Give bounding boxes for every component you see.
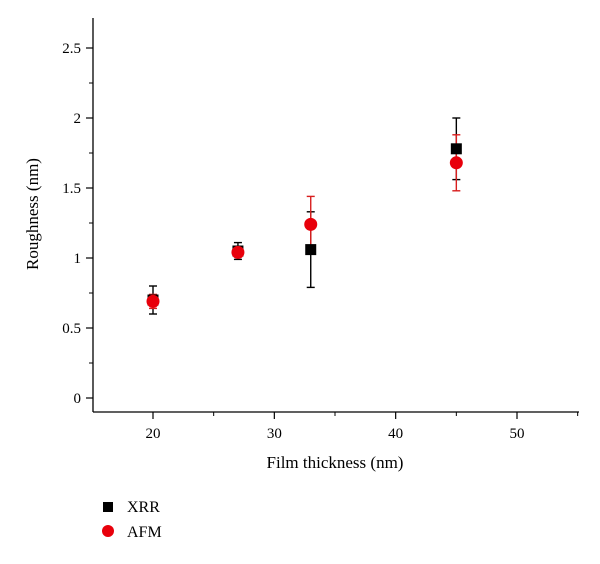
y-tick-label: 0: [74, 391, 82, 407]
xrr-point: [450, 143, 462, 155]
xrr-point: [305, 244, 317, 256]
x-tick-label: 40: [388, 426, 403, 442]
afm-point: [146, 294, 160, 308]
axis-ticks: 20 30 40 50 0 0.5 1 1.5 2 2.5: [62, 41, 579, 442]
legend-afm-label: AFM: [127, 524, 162, 541]
legend: XRR AFM: [102, 499, 162, 541]
x-tick-label: 30: [267, 426, 282, 442]
y-tick-label: 0.5: [62, 321, 81, 337]
legend-xrr-marker: [103, 502, 113, 512]
y-tick-label: 2: [74, 111, 82, 127]
y-tick-label: 1: [74, 251, 82, 267]
legend-afm-marker: [102, 525, 114, 537]
y-tick-label: 2.5: [62, 41, 81, 57]
x-axis-title: Film thickness (nm): [267, 453, 404, 472]
plot-area: [92, 18, 579, 413]
afm-point: [231, 245, 245, 259]
afm-point: [304, 217, 318, 231]
legend-xrr-label: XRR: [127, 499, 160, 516]
x-tick-label: 50: [510, 426, 525, 442]
y-tick-label: 1.5: [62, 181, 81, 197]
afm-point: [449, 156, 463, 170]
data-points: [146, 117, 463, 315]
x-tick-label: 20: [146, 426, 161, 442]
y-axis-title: Roughness (nm): [23, 158, 42, 270]
